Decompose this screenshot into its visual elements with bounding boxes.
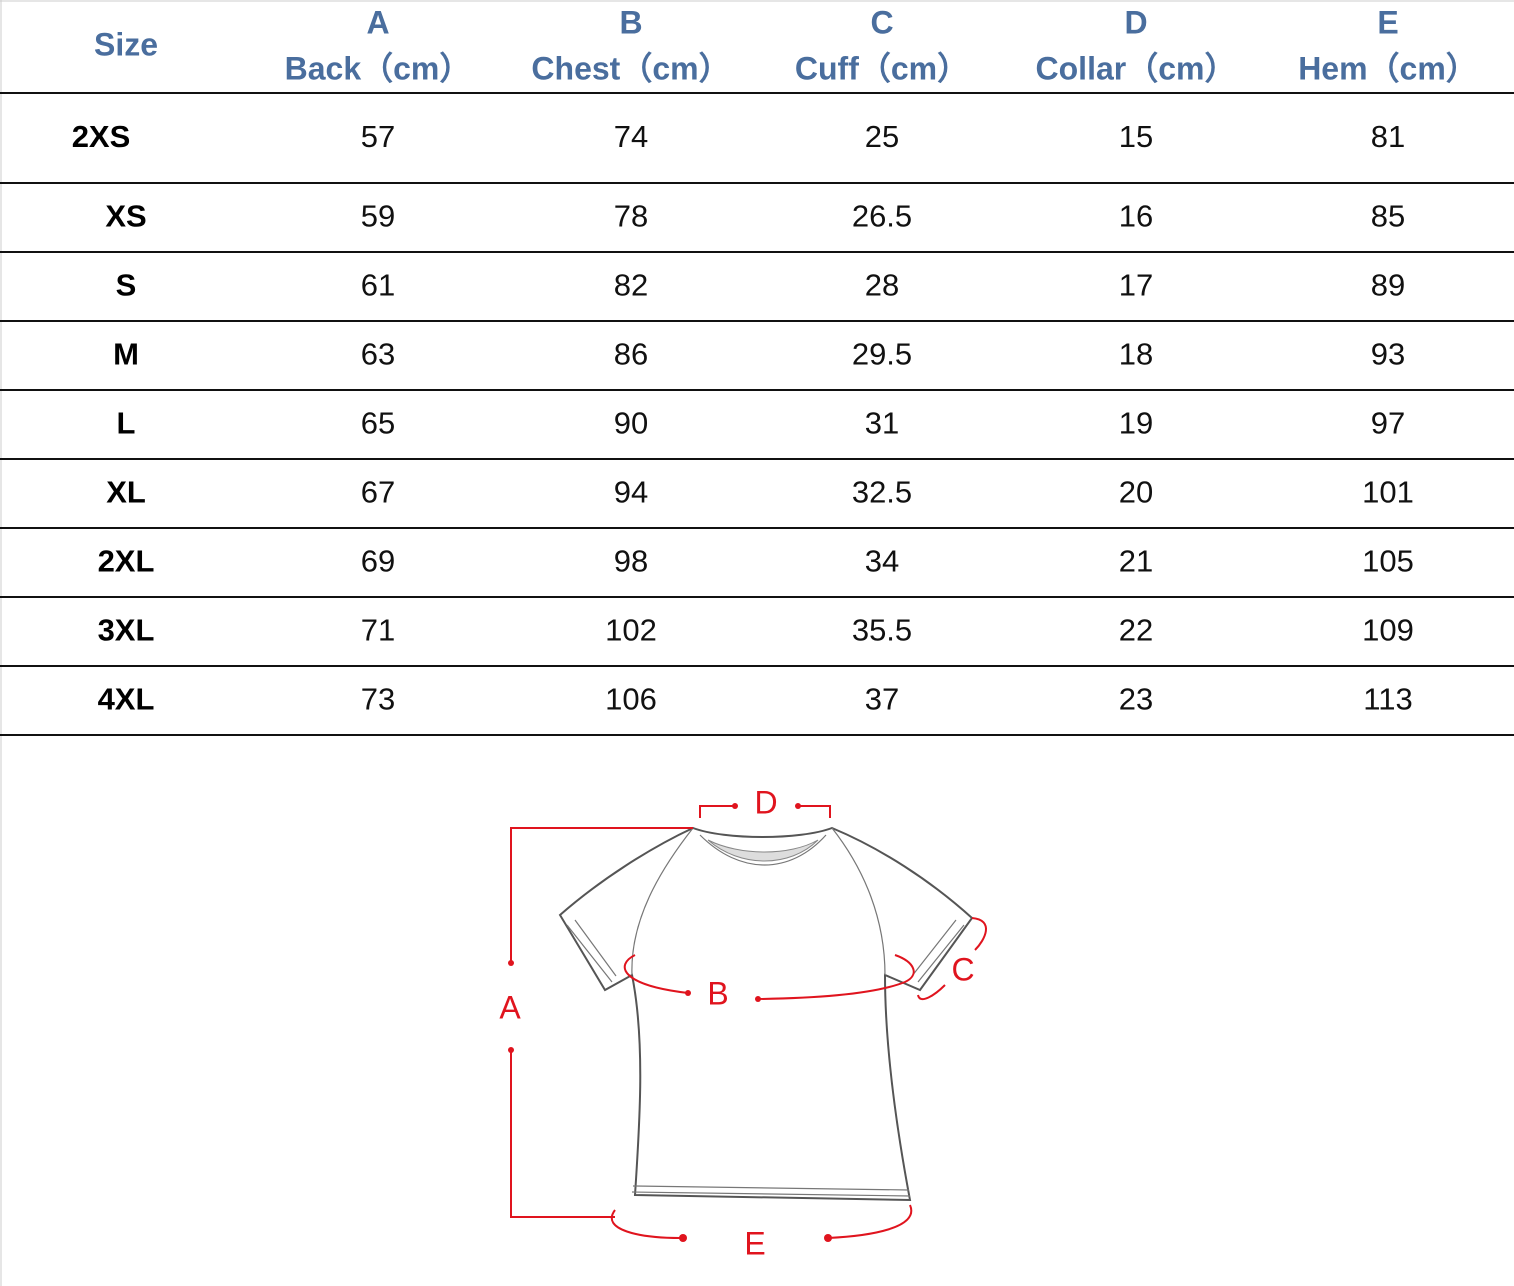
value-cell: 63 — [361, 337, 395, 372]
value-cell: 16 — [1119, 199, 1153, 234]
value-cell: 20 — [1119, 475, 1153, 510]
value-cell: 67 — [361, 475, 395, 510]
value-cell: 73 — [361, 682, 395, 717]
column-label: Hem（cm） — [1298, 50, 1478, 86]
value-cell: 31 — [865, 406, 899, 441]
shirt-diagram — [558, 826, 974, 1202]
value-cell: 113 — [1363, 682, 1412, 717]
label-e: E — [744, 1225, 765, 1261]
value-cell: 81 — [1371, 119, 1405, 154]
value-cell: 90 — [614, 406, 648, 441]
size-cell: 4XL — [98, 682, 155, 717]
value-cell: 29.5 — [852, 337, 912, 372]
size-cell: L — [117, 406, 136, 441]
value-cell: 23 — [1119, 682, 1153, 717]
value-cell: 97 — [1371, 406, 1405, 441]
value-cell: 28 — [865, 268, 899, 303]
value-cell: 71 — [361, 613, 395, 648]
label-a: A — [499, 989, 521, 1025]
value-cell: 18 — [1119, 337, 1153, 372]
label-b: B — [707, 975, 728, 1011]
value-cell: 19 — [1119, 406, 1153, 441]
value-cell: 74 — [614, 119, 648, 154]
value-cell: 15 — [1119, 119, 1153, 154]
value-cell: 85 — [1371, 199, 1405, 234]
value-cell: 35.5 — [852, 613, 912, 648]
value-cell: 17 — [1119, 268, 1153, 303]
value-cell: 25 — [865, 119, 899, 154]
size-cell: 2XS — [72, 119, 131, 154]
size-cell: XS — [105, 199, 146, 234]
value-cell: 57 — [361, 119, 395, 154]
value-cell: 37 — [865, 682, 899, 717]
value-cell: 22 — [1119, 613, 1153, 648]
value-cell: 61 — [361, 268, 395, 303]
value-cell: 26.5 — [852, 199, 912, 234]
value-cell: 93 — [1371, 337, 1405, 372]
value-cell: 94 — [614, 475, 648, 510]
value-cell: 98 — [614, 544, 648, 579]
value-cell: 86 — [614, 337, 648, 372]
column-label: Cuff（cm） — [795, 50, 969, 86]
value-cell: 109 — [1362, 613, 1414, 648]
value-cell: 101 — [1362, 475, 1414, 510]
value-cell: 69 — [361, 544, 395, 579]
size-cell: M — [113, 337, 139, 372]
value-cell: 34 — [865, 544, 899, 579]
value-cell: 78 — [614, 199, 648, 234]
size-header: Size — [94, 26, 158, 62]
value-cell: 105 — [1362, 544, 1414, 579]
column-letter: C — [870, 4, 893, 40]
value-cell: 59 — [361, 199, 395, 234]
label-c: C — [951, 951, 974, 987]
measure-lines — [508, 803, 987, 1242]
size-cell: 2XL — [98, 544, 155, 579]
column-label: Chest（cm） — [531, 50, 730, 86]
value-cell: 82 — [614, 268, 648, 303]
value-cell: 89 — [1371, 268, 1405, 303]
value-cell: 21 — [1119, 544, 1153, 579]
value-cell: 65 — [361, 406, 395, 441]
value-cell: 106 — [605, 682, 657, 717]
value-cell: 32.5 — [852, 475, 912, 510]
size-cell: XL — [106, 475, 146, 510]
column-letter: A — [366, 4, 389, 40]
column-letter: D — [1124, 4, 1147, 40]
size-cell: 3XL — [98, 613, 155, 648]
column-letter: E — [1377, 4, 1398, 40]
label-d: D — [754, 784, 777, 820]
size-cell: S — [116, 268, 137, 303]
column-label: Collar（cm） — [1036, 50, 1237, 86]
column-label: Back（cm） — [285, 50, 472, 86]
column-letter: B — [619, 4, 642, 40]
value-cell: 102 — [605, 613, 657, 648]
